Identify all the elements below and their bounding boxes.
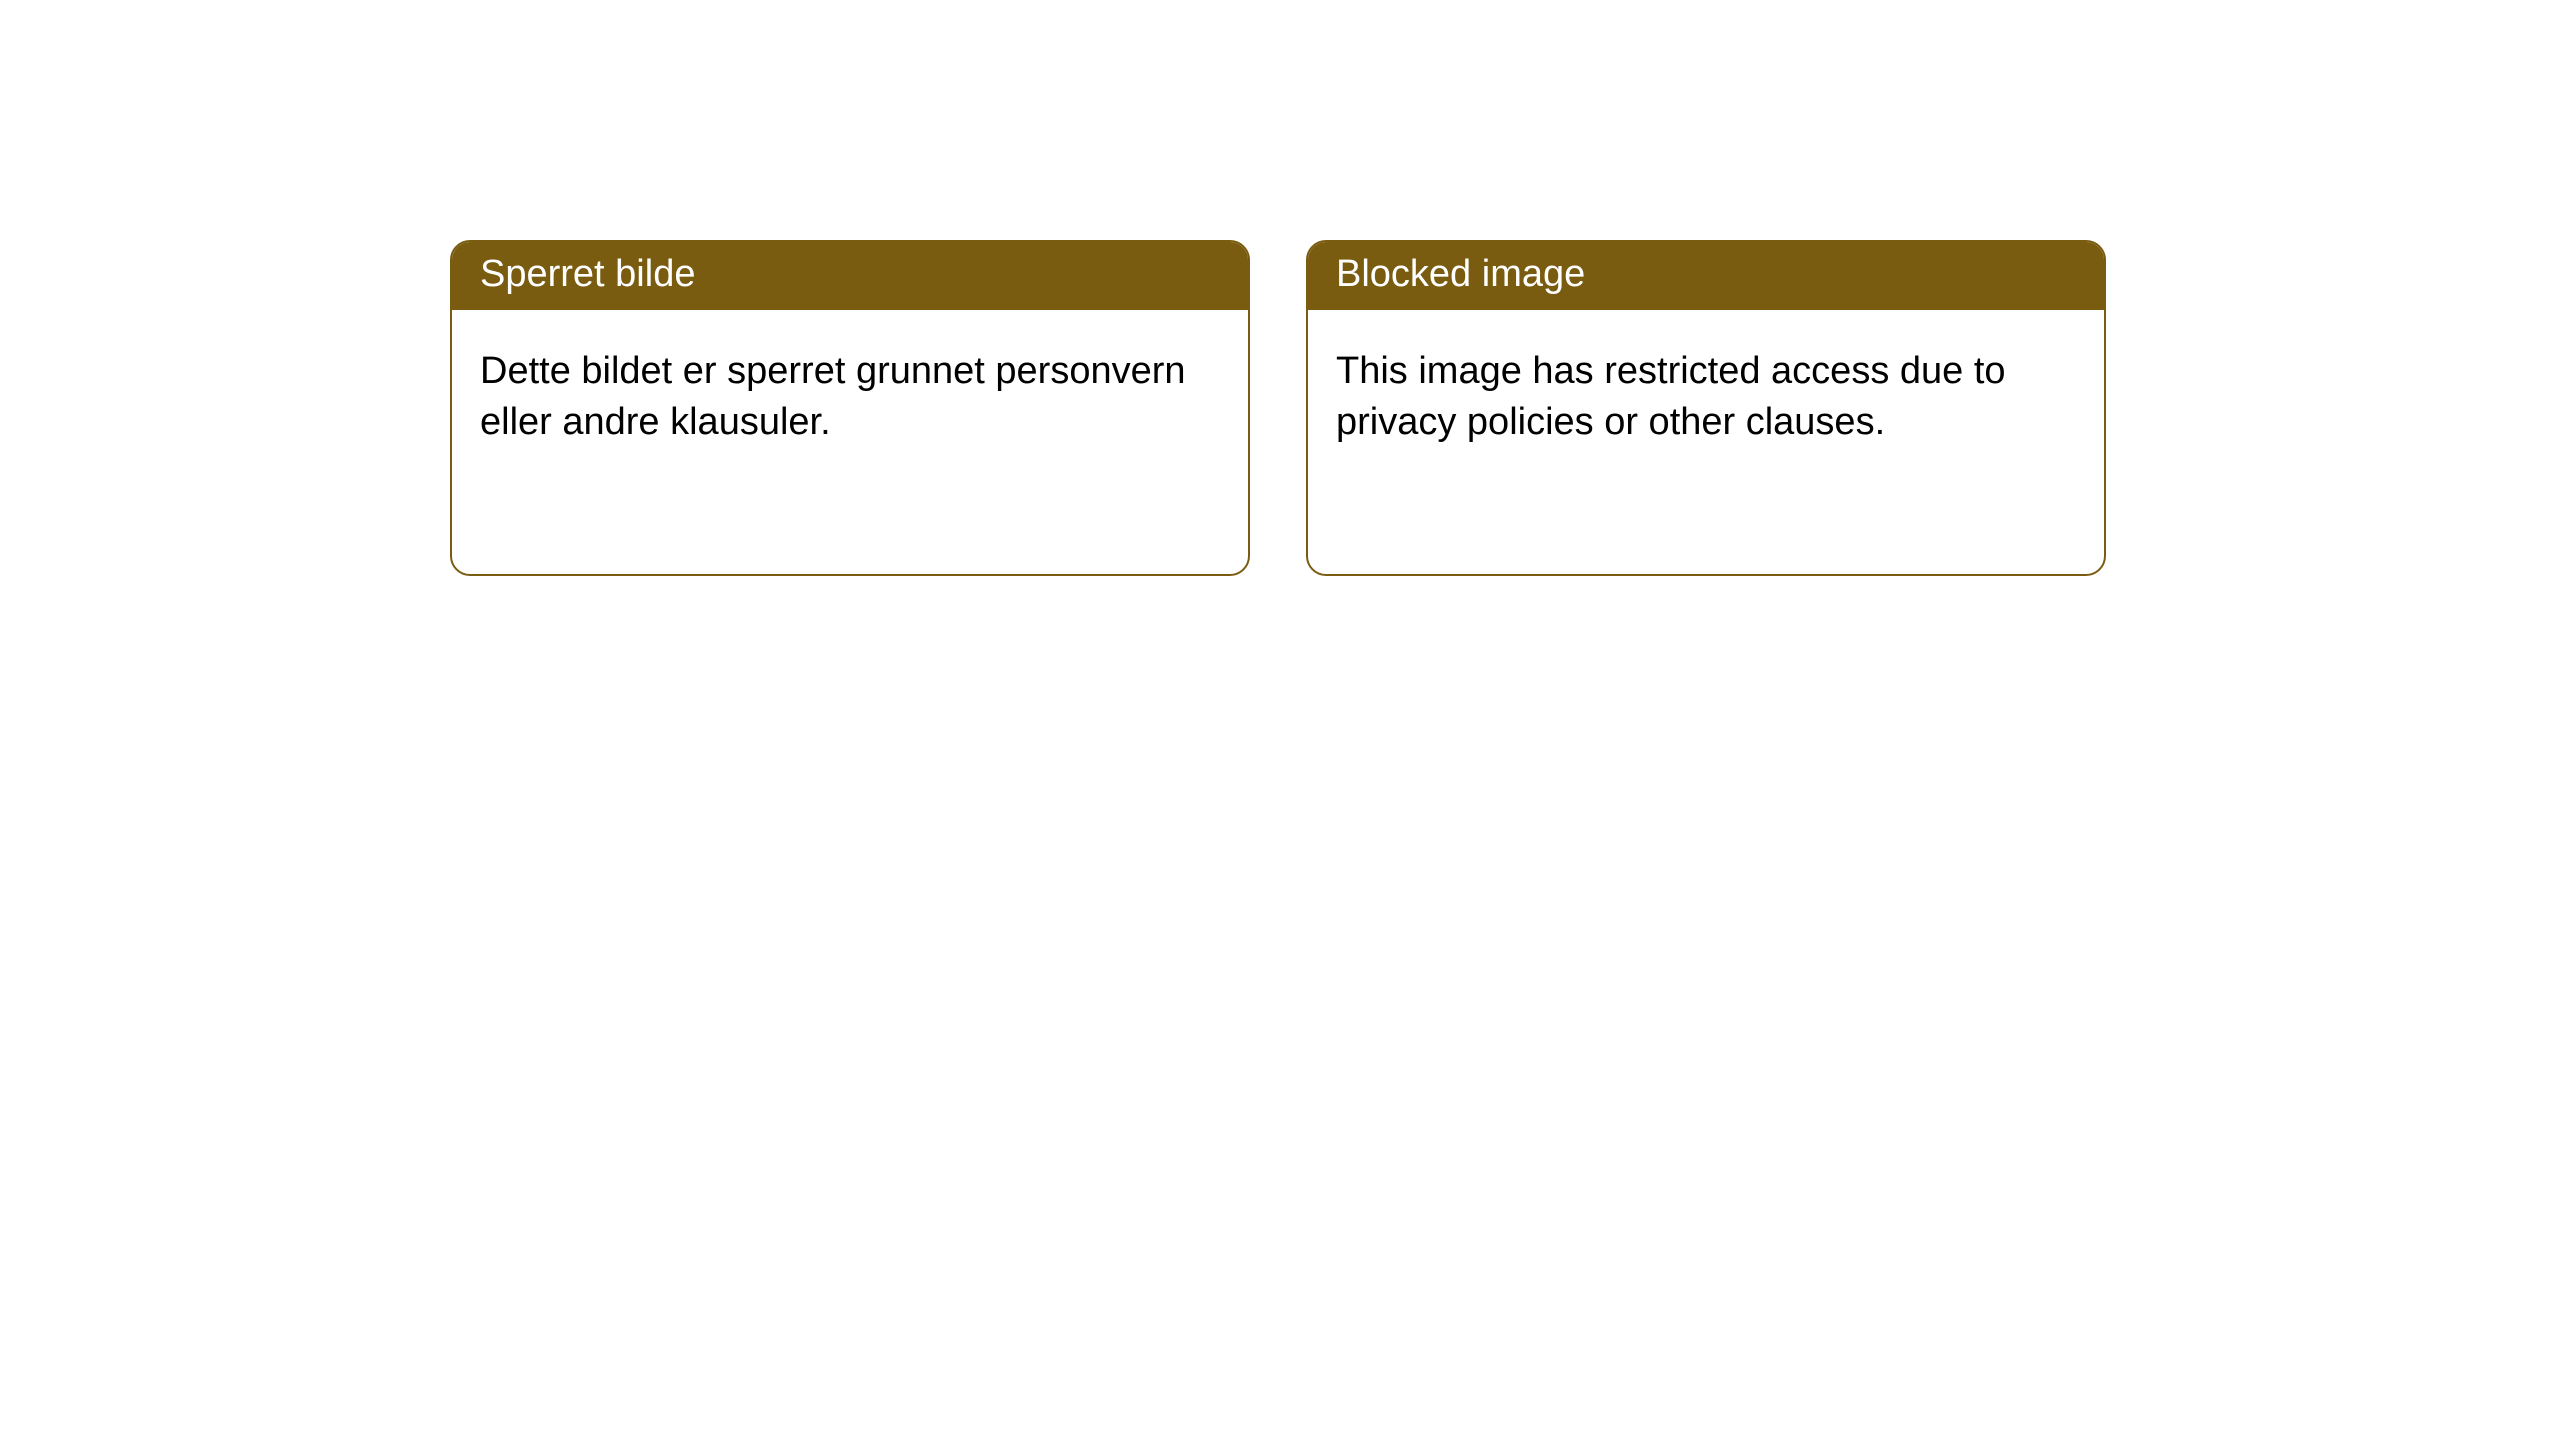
card-header: Blocked image <box>1308 242 2104 310</box>
card-body: This image has restricted access due to … <box>1308 310 2104 485</box>
card-body-text: This image has restricted access due to … <box>1336 350 2006 444</box>
notice-card-english: Blocked image This image has restricted … <box>1306 240 2106 576</box>
card-title: Sperret bilde <box>480 253 695 295</box>
card-body-text: Dette bildet er sperret grunnet personve… <box>480 350 1186 444</box>
notice-card-norwegian: Sperret bilde Dette bildet er sperret gr… <box>450 240 1250 576</box>
card-container: Sperret bilde Dette bildet er sperret gr… <box>450 240 2560 576</box>
card-body: Dette bildet er sperret grunnet personve… <box>452 310 1248 485</box>
card-header: Sperret bilde <box>452 242 1248 310</box>
card-title: Blocked image <box>1336 253 1585 295</box>
